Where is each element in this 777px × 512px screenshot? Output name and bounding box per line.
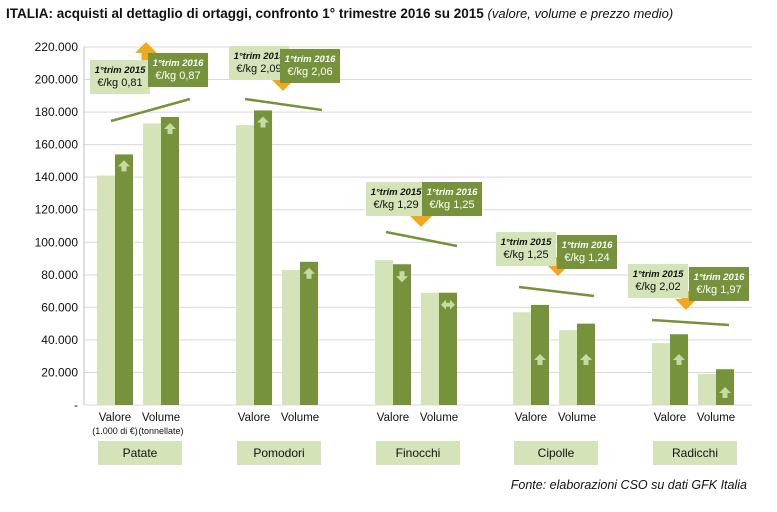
bar-2016 [115, 154, 133, 405]
y-tick-label: 160.000 [35, 138, 79, 152]
up-arrow-icon [118, 160, 130, 172]
bar-2016 [161, 116, 179, 406]
price-value: €/kg 2,09 [236, 63, 282, 75]
group-label: Cipolle [514, 441, 598, 465]
up-arrow-icon [719, 387, 731, 398]
price-period-label: 1°trim 2015 [632, 269, 684, 280]
bar-2016 [439, 292, 457, 405]
price-value: €/kg 2,06 [287, 66, 333, 78]
down-arrow-icon [396, 271, 408, 283]
y-tick-label: 120.000 [35, 203, 79, 217]
price-period-label: 1°trim 2015 [500, 237, 552, 248]
y-tick-label: 200.000 [35, 73, 79, 87]
x-category-sublabel: (1.000 di €) [92, 426, 138, 436]
price-box-2015: 1°trim 2015 €/kg 1,25 [496, 232, 556, 266]
bar-2015 [652, 343, 670, 405]
group-label: Finocchi [376, 441, 460, 465]
x-category-sublabel: (tonnellate) [138, 426, 183, 436]
price-trend-line [385, 230, 458, 248]
x-category-label: Valore [238, 412, 270, 424]
price-value: €/kg 2,02 [635, 281, 681, 293]
y-tick-label: 180.000 [35, 105, 79, 119]
price-period-label: 1°trim 2016 [152, 58, 204, 69]
price-box-2015: 1°trim 2015 €/kg 2,09 [229, 46, 289, 80]
price-trend-line [518, 285, 595, 298]
price-box-2016: 1°trim 2016 €/kg 1,25 [422, 182, 482, 216]
flat-arrow-icon [441, 299, 455, 310]
price-trend-line [244, 97, 323, 112]
x-category-label: Valore [654, 412, 686, 424]
price-box-2016: 1°trim 2016 €/kg 2,06 [280, 49, 340, 83]
price-value: €/kg 0,87 [155, 70, 201, 82]
bar-2015 [143, 123, 161, 406]
y-tick-label: 40.000 [41, 333, 78, 347]
y-tick-label: 80.000 [41, 268, 78, 282]
price-down-arrow-icon [410, 208, 432, 227]
price-value: €/kg 1,29 [373, 199, 419, 211]
price-value: €/kg 1,24 [564, 252, 610, 264]
price-trend-line [651, 318, 730, 327]
up-arrow-icon [534, 354, 546, 365]
price-value: €/kg 1,25 [503, 249, 549, 261]
price-period-label: 1°trim 2016 [426, 187, 478, 198]
price-period-label: 1°trim 2015 [233, 51, 285, 62]
price-period-label: 1°trim 2016 [693, 272, 745, 283]
price-period-label: 1°trim 2016 [561, 240, 613, 251]
x-category-label: Volume [281, 412, 319, 424]
price-value: €/kg 1,25 [429, 199, 475, 211]
y-tick-label: 220.000 [35, 40, 79, 54]
x-category-label: Valore [515, 412, 547, 424]
up-arrow-icon [580, 354, 592, 365]
y-tick-label: 100.000 [35, 235, 79, 249]
x-category-label: Valore [377, 412, 409, 424]
x-category-label: Volume [420, 412, 458, 424]
up-arrow-icon [303, 267, 315, 279]
price-box-2016: 1°trim 2016 €/kg 1,97 [689, 267, 749, 301]
x-category-label: Volume [142, 412, 180, 424]
x-category-label: Volume [697, 412, 735, 424]
price-period-label: 1°trim 2016 [284, 54, 336, 65]
y-tick-label: - [74, 398, 78, 412]
group-label: Patate [98, 441, 182, 465]
price-up-arrow-icon [135, 42, 157, 61]
title-subtitle: (valore, volume e prezzo medio) [487, 6, 674, 21]
bar-2015 [236, 125, 254, 405]
bar-2016 [670, 334, 688, 405]
source-note: Fonte: elaborazioni CSO su dati GFK Ital… [510, 478, 747, 492]
x-category-label: Volume [558, 412, 596, 424]
bar-2015 [282, 269, 300, 405]
y-tick-label: 60.000 [41, 300, 78, 314]
up-arrow-icon [257, 116, 269, 128]
price-box-2015: 1°trim 2015 €/kg 0,81 [90, 60, 150, 94]
bar-2015 [421, 292, 439, 405]
title-main: ITALIA: acquisti al dettaglio di ortaggi… [6, 6, 484, 21]
bar-2016 [300, 261, 318, 405]
bar-2015 [97, 175, 115, 405]
bar-2016 [393, 264, 411, 405]
group-label: Radicchi [653, 441, 737, 465]
up-arrow-icon [164, 122, 176, 134]
price-box-2015: 1°trim 2015 €/kg 1,29 [366, 182, 426, 216]
price-box-2016: 1°trim 2016 €/kg 1,24 [557, 235, 617, 269]
price-value: €/kg 1,97 [696, 284, 742, 296]
price-box-2015: 1°trim 2015 €/kg 2,02 [628, 264, 688, 298]
bar-2016 [254, 110, 272, 406]
bar-2015 [375, 260, 393, 405]
chart-title: ITALIA: acquisti al dettaglio di ortaggi… [6, 6, 673, 21]
y-tick-label: 20.000 [41, 365, 78, 379]
price-trend-line [110, 97, 191, 123]
x-category-label: Valore [99, 412, 131, 424]
up-arrow-icon [673, 354, 685, 365]
bar-2015 [698, 374, 716, 405]
price-down-arrow-icon [675, 291, 697, 310]
price-value: €/kg 0,81 [97, 77, 143, 89]
y-tick-label: 140.000 [35, 170, 79, 184]
price-period-label: 1°trim 2015 [94, 65, 146, 76]
bar-2015 [559, 330, 577, 405]
group-label: Pomodori [237, 441, 321, 465]
bar-2015 [513, 312, 531, 405]
price-period-label: 1°trim 2015 [370, 187, 422, 198]
price-box-2016: 1°trim 2016 €/kg 0,87 [148, 53, 208, 87]
